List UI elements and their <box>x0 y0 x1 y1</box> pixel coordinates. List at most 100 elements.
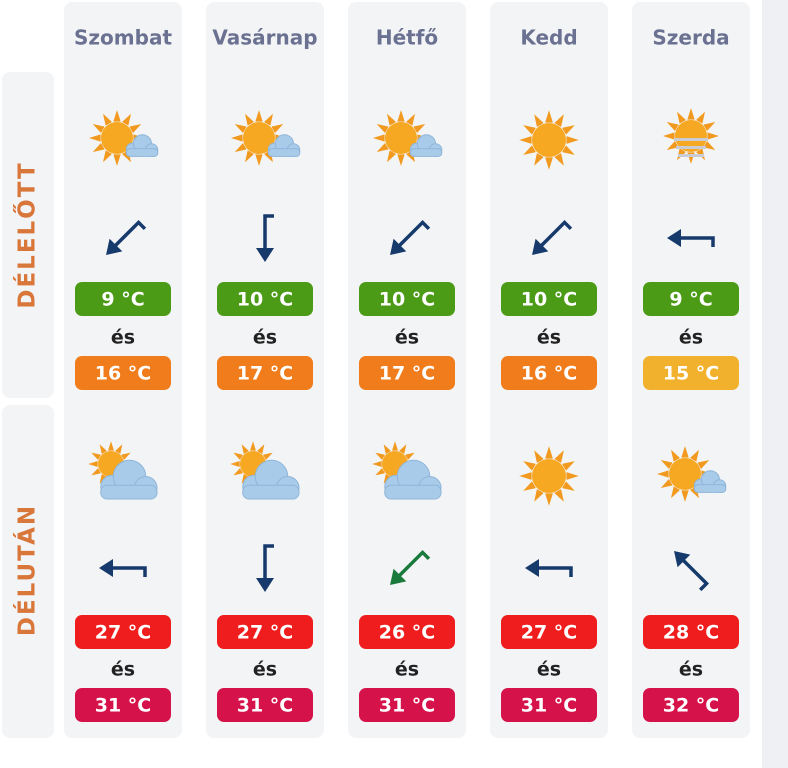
sun-ray <box>376 124 389 133</box>
wind-arrow <box>106 219 147 255</box>
sun-ray <box>387 113 396 126</box>
wind-arrow <box>256 544 274 592</box>
arrow-head <box>390 568 407 585</box>
sun-ray <box>534 153 544 166</box>
sun-ray <box>671 486 680 499</box>
temp-badge <box>217 356 313 390</box>
sun-ray <box>234 143 247 152</box>
temp-label: 32 °C <box>663 695 720 717</box>
fog-line <box>674 138 708 141</box>
sun-ray <box>534 489 544 502</box>
sun-ray <box>690 449 699 462</box>
arrow-shaft <box>263 214 274 252</box>
sun-disc <box>675 120 707 152</box>
temp-badge <box>643 615 739 649</box>
sun-ray <box>257 444 265 454</box>
day-column: Vasárnap 10 °C és 17 °C 27 °C és 31 °C <box>206 2 324 738</box>
sun-ray <box>554 114 564 127</box>
sun-ray <box>122 113 131 126</box>
sun-ray <box>234 124 247 133</box>
temp-label: 16 °C <box>95 363 152 385</box>
day-name: Vasárnap <box>212 26 317 50</box>
arrow-head <box>532 238 549 255</box>
sun-disc <box>243 122 275 154</box>
sun-ray <box>399 444 407 454</box>
conjunction: és <box>537 659 561 681</box>
temp-label: 28 °C <box>663 622 720 644</box>
cloud-base <box>125 148 159 157</box>
temp-label: 15 °C <box>663 363 720 385</box>
temp-label: 26 °C <box>379 622 436 644</box>
sun-ray <box>103 113 112 126</box>
conjunction: és <box>679 327 703 349</box>
temp-badge <box>643 356 739 390</box>
sun-ray <box>375 468 385 476</box>
fog-line <box>678 154 704 157</box>
temp-label: 9 °C <box>669 289 712 311</box>
cloud-base <box>100 484 158 500</box>
period-cell: 26 °C és 31 °C <box>359 441 455 722</box>
cloud <box>267 134 301 157</box>
cloud <box>125 134 159 157</box>
period-cell: 10 °C és 16 °C <box>501 110 597 390</box>
temp-label: 27 °C <box>95 622 152 644</box>
temp-label: 27 °C <box>521 622 578 644</box>
sun-ray <box>534 114 544 127</box>
sun-ray <box>263 452 273 460</box>
period-cell: 9 °C és 16 °C <box>75 110 171 390</box>
arrow-head <box>390 238 407 255</box>
arrow-shaft <box>263 544 274 582</box>
sun-ray <box>671 449 680 462</box>
sun-ray <box>707 132 719 140</box>
sun-ray <box>88 461 98 467</box>
temp-badge <box>359 615 455 649</box>
temp-badge <box>501 356 597 390</box>
cloud <box>384 459 442 500</box>
sun-ray <box>703 122 716 131</box>
day-name: Kedd <box>520 26 577 50</box>
temp-badge <box>217 688 313 722</box>
sun-ray <box>271 124 284 133</box>
sun-ray <box>657 470 669 478</box>
sun-ray <box>562 145 575 155</box>
sun-ray <box>91 452 101 460</box>
fog-line <box>676 146 706 149</box>
sun-ray <box>523 145 536 155</box>
wind-arrow <box>525 559 573 577</box>
temp-label: 10 °C <box>521 289 578 311</box>
conjunction: és <box>395 659 419 681</box>
temp-label: 31 °C <box>379 695 436 717</box>
temp-badge <box>359 688 455 722</box>
arrow-head <box>256 248 274 262</box>
period-cell: 10 °C és 17 °C <box>359 110 455 390</box>
conjunction: és <box>111 327 135 349</box>
sun-ray <box>566 136 579 144</box>
sun-disc <box>385 122 417 154</box>
sun-ray <box>413 124 426 133</box>
sun-ray <box>519 472 532 480</box>
sun-ray <box>113 110 121 122</box>
temp-badge <box>217 282 313 316</box>
temp-badge <box>359 282 455 316</box>
sun-ray <box>397 154 405 166</box>
cloud-base <box>267 148 301 157</box>
sun-ray <box>89 134 101 142</box>
sun-disc <box>532 459 566 493</box>
temp-label: 9 °C <box>101 289 144 311</box>
cloud <box>100 459 158 500</box>
sun-ray <box>562 461 575 471</box>
sun-ray <box>545 157 553 170</box>
arrow-head <box>525 559 539 577</box>
sun-ray <box>554 153 564 166</box>
cloud-base <box>409 148 443 157</box>
temp-badge <box>359 356 455 390</box>
arrow-shaft <box>395 219 431 250</box>
period-cell: 10 °C és 17 °C <box>217 110 313 390</box>
sun-rays <box>663 108 719 164</box>
arrow-shaft <box>679 556 710 592</box>
cloud <box>409 134 443 157</box>
sun-ray <box>392 441 398 451</box>
arrow-head <box>99 559 113 577</box>
arrow-shaft <box>395 549 431 580</box>
